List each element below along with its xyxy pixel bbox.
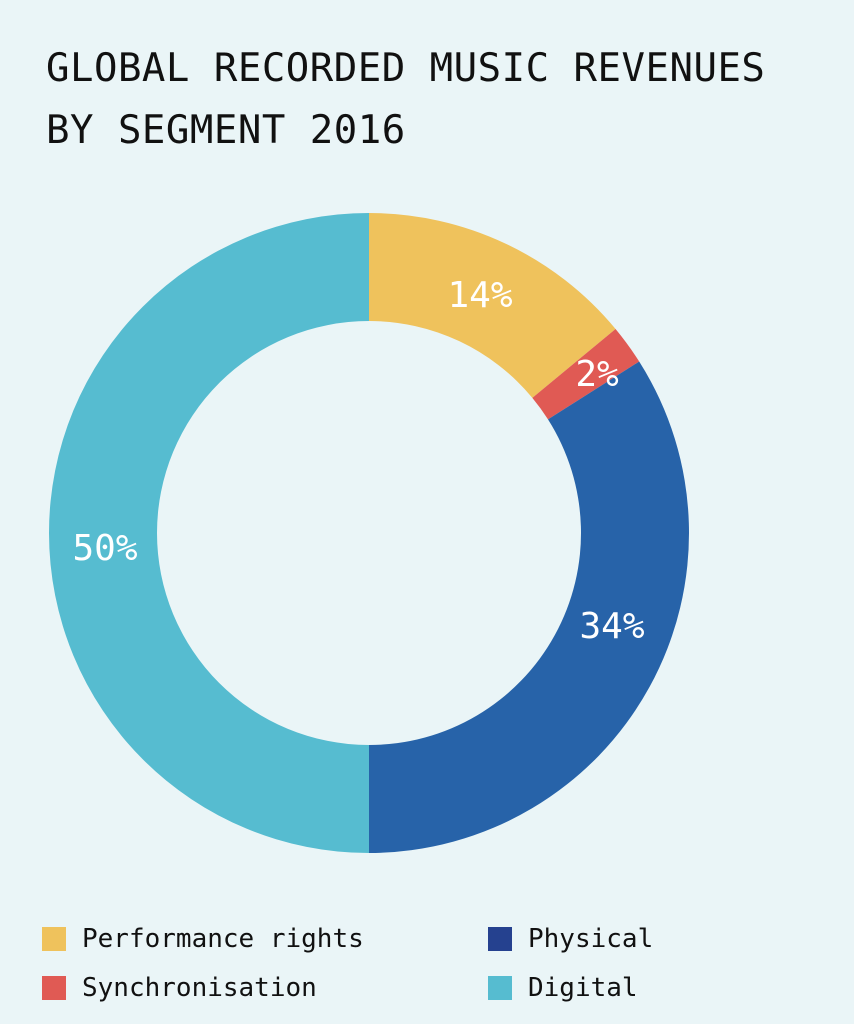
data-label-digital: 50% (72, 528, 137, 569)
slice-synchronisation (532, 329, 640, 420)
legend-label: Synchronisation (82, 973, 317, 1003)
legend-swatch (488, 976, 512, 1000)
legend-item-digital: Digital (488, 973, 638, 1003)
donut-chart: 14% 2% 34% 50% (49, 213, 690, 853)
data-label-physical: 34% (579, 606, 644, 647)
legend-swatch (42, 927, 66, 951)
legend-item-performance-rights: Performance rights (42, 924, 364, 954)
slice-performance-rights (369, 213, 616, 398)
chart-title: GLOBAL RECORDED MUSIC REVENUES BY SEGMENT… (46, 38, 765, 162)
slice-digital (49, 213, 369, 853)
legend-item-physical: Physical (488, 924, 653, 954)
legend-item-synchronisation: Synchronisation (42, 973, 317, 1003)
legend-label: Physical (528, 924, 654, 954)
slice-physical (369, 361, 690, 853)
legend-swatch (42, 976, 66, 1000)
title-line-2: BY SEGMENT 2016 (46, 108, 406, 153)
data-label-performance-rights: 14% (447, 275, 512, 316)
legend-swatch (488, 927, 512, 951)
title-line-1: GLOBAL RECORDED MUSIC REVENUES (46, 46, 766, 91)
legend-label: Performance rights (82, 924, 364, 954)
data-label-synchronisation: 2% (575, 354, 619, 395)
legend-label: Digital (528, 973, 638, 1003)
